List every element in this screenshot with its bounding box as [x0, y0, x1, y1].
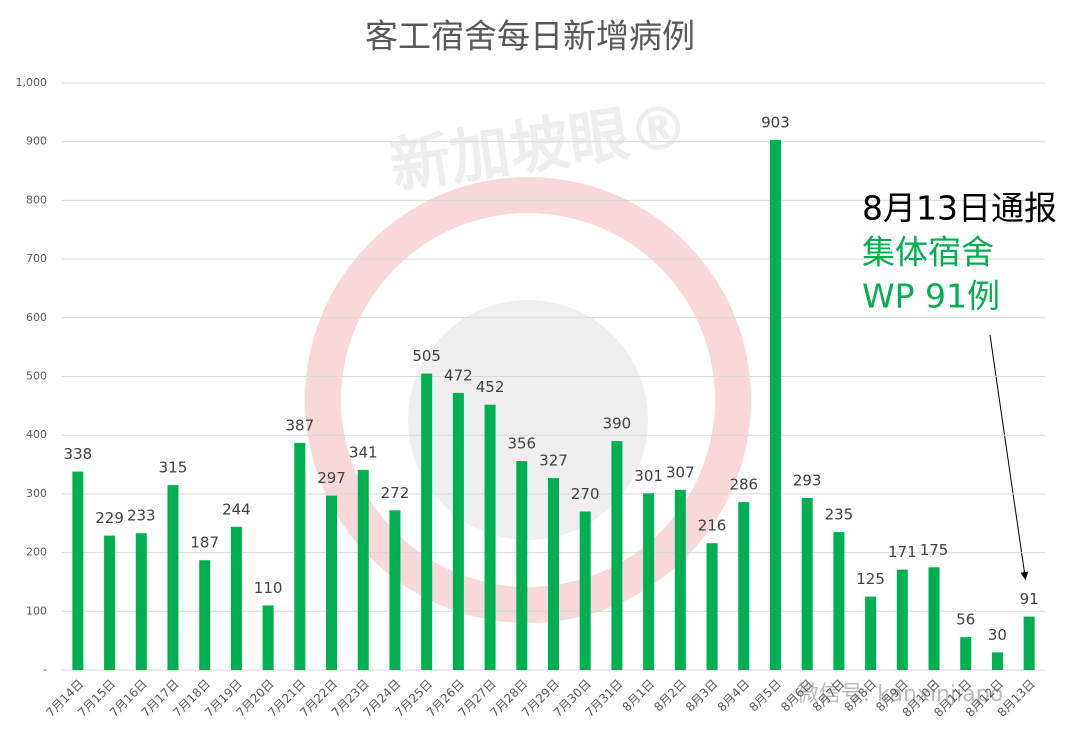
- bar: [294, 442, 306, 670]
- y-tick-label: 100: [26, 604, 47, 617]
- bar: [579, 511, 591, 670]
- x-tick-label: 8月5日: [746, 677, 784, 715]
- chart-title: 客工宿舍每日新增病例: [365, 17, 695, 56]
- data-label: 229: [95, 509, 124, 527]
- bar: [199, 560, 211, 670]
- data-label: 315: [159, 459, 188, 477]
- bar: [484, 404, 496, 670]
- bar: [326, 495, 338, 670]
- bar: [262, 605, 274, 670]
- x-tick-label: 8月4日: [715, 677, 753, 715]
- bar: [865, 596, 877, 670]
- data-label: 187: [190, 534, 219, 552]
- y-tick-label: 400: [26, 428, 47, 441]
- y-tick-label: 900: [26, 135, 47, 148]
- bar: [452, 392, 464, 670]
- y-tick-label: 800: [26, 193, 47, 206]
- data-label: 235: [825, 506, 854, 524]
- data-label: 91: [1020, 590, 1039, 608]
- bar: [135, 533, 147, 670]
- y-tick-label: 1,000: [16, 76, 48, 89]
- data-label: 293: [793, 472, 822, 490]
- data-label: 390: [603, 415, 632, 433]
- bar: [389, 510, 401, 670]
- watermark-ring: [305, 177, 751, 623]
- bar: [896, 569, 908, 670]
- annotation: WP 91例: [862, 277, 1000, 316]
- data-label: 56: [956, 611, 975, 629]
- data-label: 903: [761, 113, 790, 131]
- data-label: 327: [539, 452, 568, 470]
- data-label: 286: [729, 476, 758, 494]
- data-label: 307: [666, 463, 695, 481]
- data-label: 30: [988, 626, 1007, 644]
- data-label: 216: [698, 517, 727, 535]
- bar: [801, 498, 813, 670]
- annotation: 8月13日通报: [862, 189, 1057, 228]
- data-label: 452: [476, 378, 505, 396]
- x-tick-label: 8月2日: [651, 677, 689, 715]
- data-label: 338: [64, 445, 93, 463]
- y-tick-label: 700: [26, 252, 47, 265]
- watermark: 微信号: kanxinjiapo: [797, 682, 1003, 707]
- bar: [548, 478, 559, 670]
- y-tick-label: 600: [26, 311, 47, 324]
- watermark-disc: [408, 300, 648, 540]
- bar: [706, 543, 718, 670]
- data-label: 270: [571, 485, 600, 503]
- bar: [769, 139, 781, 671]
- bar: [991, 652, 1003, 670]
- y-tick-label: 500: [26, 370, 47, 383]
- bar: [72, 471, 84, 670]
- x-tick-label: 8月3日: [683, 677, 721, 715]
- bar: [738, 502, 750, 670]
- bar: [357, 469, 369, 670]
- data-label: 125: [856, 570, 885, 588]
- y-tick-label: 300: [26, 487, 47, 500]
- data-label: 301: [634, 467, 663, 485]
- bar: [516, 461, 528, 670]
- annotation: 集体宿舍: [862, 233, 994, 272]
- data-label: 505: [412, 347, 441, 365]
- data-label: 387: [286, 416, 315, 434]
- y-tick-label: -: [43, 663, 47, 676]
- x-tick-label: 8月1日: [620, 677, 658, 715]
- data-label: 110: [254, 579, 283, 597]
- bar: [230, 526, 242, 670]
- bar: [421, 373, 433, 670]
- data-label: 356: [507, 435, 536, 453]
- data-label: 233: [127, 507, 156, 525]
- bar: [1023, 616, 1035, 670]
- bar: [674, 489, 686, 670]
- bar: [643, 493, 655, 670]
- y-tick-label: 200: [26, 546, 47, 559]
- data-label: 175: [920, 541, 949, 559]
- data-label: 244: [222, 500, 251, 518]
- annotation-arrow: [989, 334, 1029, 580]
- bar: [167, 485, 179, 670]
- bar: [104, 535, 116, 670]
- bar: [611, 441, 623, 670]
- data-label: 171: [888, 543, 917, 561]
- bar: [928, 567, 940, 670]
- bar: [833, 532, 845, 670]
- data-label: 272: [381, 484, 410, 502]
- bar: [960, 637, 972, 670]
- data-label: 341: [349, 443, 378, 461]
- data-label: 472: [444, 366, 473, 384]
- data-label: 297: [317, 469, 346, 487]
